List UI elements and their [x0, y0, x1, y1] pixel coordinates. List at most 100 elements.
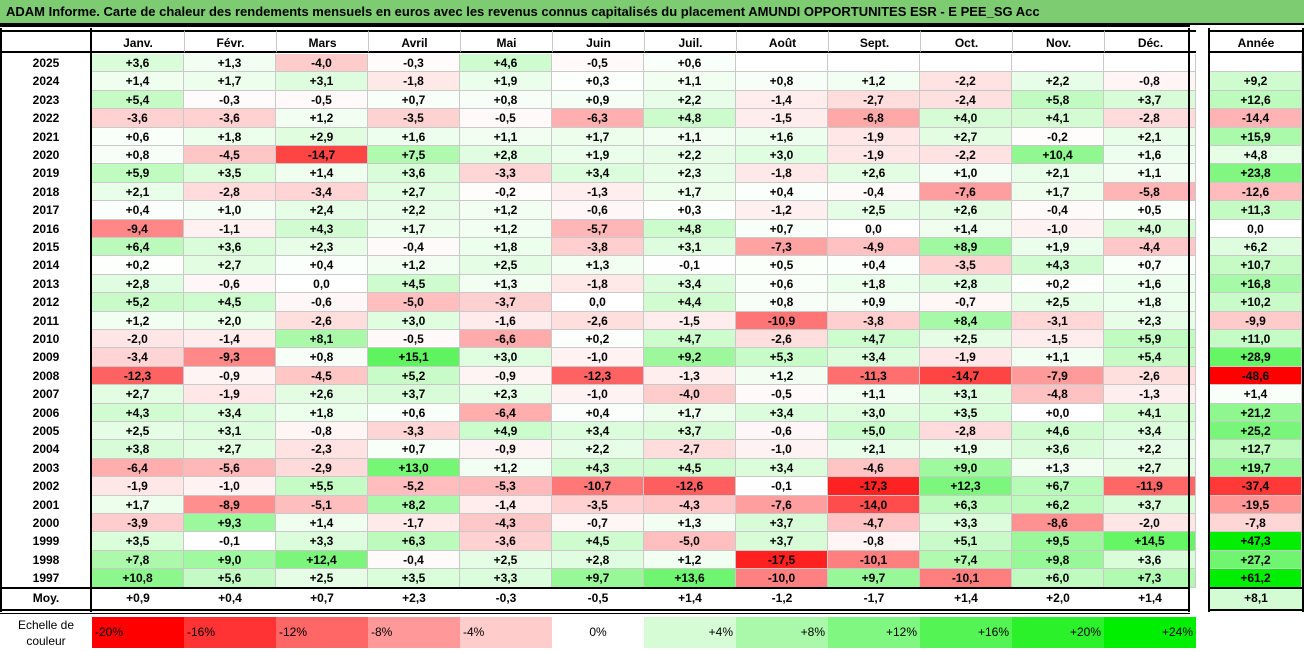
heatmap-cell: +10,8 [92, 569, 184, 588]
year-label: 2021 [32, 129, 60, 144]
color-scale-stop: +20% [1012, 617, 1104, 648]
average-cell: +0,4 [218, 591, 242, 605]
heatmap-cell: +15,1 [368, 348, 460, 367]
heatmap-cell: +4,7 [644, 330, 736, 349]
heatmap-cell: -12,6 [644, 477, 736, 496]
heatmap-cell: +0,0 [1012, 403, 1104, 422]
heatmap-cell: -17,5 [736, 550, 828, 570]
heatmap-cell: +12,4 [276, 550, 368, 570]
heatmap-cell: +3,0 [736, 146, 828, 165]
heatmap-cell: +3,1 [644, 238, 736, 257]
frame-left [0, 28, 2, 612]
heatmap-cell [1104, 54, 1196, 73]
heatmap-cell: -4,6 [828, 458, 920, 478]
heatmap-cell: -1,6 [460, 311, 552, 330]
heatmap-cell: +1,1 [1104, 164, 1196, 183]
heatmap-cell: +9,7 [828, 569, 920, 588]
year-label: 2012 [32, 295, 60, 310]
year-label: 2018 [32, 184, 60, 199]
heatmap-cell: +4,3 [1012, 256, 1104, 275]
heatmap-cell: +3,7 [1104, 495, 1196, 514]
heatmap-cell: +3,4 [184, 403, 276, 422]
heatmap-cell: +2,2 [1104, 440, 1196, 459]
heatmap-cell: -1,5 [644, 311, 736, 330]
heatmap-cell: -2,2 [920, 72, 1012, 91]
year-label: 2011 [32, 313, 60, 328]
annual-cell: +47,3 [1210, 532, 1302, 551]
color-scale-stop: +16% [920, 617, 1012, 648]
year-label: 1999 [32, 534, 60, 549]
heatmap-cell: -0,3 [368, 54, 460, 73]
column-header: Sept. [828, 30, 920, 53]
heatmap-cell: +1,2 [736, 366, 828, 386]
heatmap-cell: 0,0 [828, 219, 920, 238]
heatmap-cell: +0,8 [736, 72, 828, 91]
heatmap-cell: -5,8 [1104, 182, 1196, 202]
annual-cell: +12,7 [1210, 440, 1302, 459]
heatmap-cell: +1,2 [460, 458, 552, 478]
heatmap-cell: +2,8 [920, 274, 1012, 294]
heatmap-cell: -1,3 [1104, 385, 1196, 404]
heatmap-cell: +2,6 [828, 164, 920, 183]
heatmap-cell [736, 54, 828, 73]
heatmap-cell: -0,5 [276, 90, 368, 110]
heatmap-cell: -3,1 [1012, 311, 1104, 330]
heatmap-cell: -3,5 [552, 495, 644, 514]
heatmap-cell: +1,6 [368, 127, 460, 146]
heatmap-cell: -10,9 [736, 311, 828, 330]
average-cell: +2,0 [1046, 591, 1070, 605]
annual-cell: +27,2 [1210, 550, 1302, 570]
year-label: 2013 [32, 276, 60, 291]
year-label: 1997 [32, 571, 60, 586]
heatmap-cell: +3,6 [1012, 440, 1104, 459]
average-cell: +0,9 [126, 591, 150, 605]
average-annual-cell: +8,1 [1210, 588, 1302, 609]
heatmap-cell: +0,2 [92, 256, 184, 275]
column-header: Nov. [1012, 30, 1104, 53]
heatmap-cell: +4,5 [368, 274, 460, 294]
heatmap-cell: +3,4 [736, 458, 828, 478]
heatmap-cell: +3,4 [644, 274, 736, 294]
year-label: 2000 [32, 516, 60, 530]
column-header: Mai [460, 30, 552, 53]
heatmap-cell: -0,4 [368, 550, 460, 570]
year-label: 2016 [32, 221, 60, 236]
heatmap-cell: -4,9 [828, 238, 920, 257]
heatmap-cell: +3,1 [276, 72, 368, 91]
annual-cell: +10,7 [1210, 256, 1302, 275]
heatmap-cell: +3,3 [460, 569, 552, 588]
heatmap-cell: +5,6 [184, 569, 276, 588]
average-cell: +1,4 [954, 591, 978, 605]
heatmap-cell: -6,6 [460, 330, 552, 349]
heatmap-cell: +5,9 [1104, 330, 1196, 349]
heatmap-cell: +13,0 [368, 458, 460, 478]
heatmap-cell: -1,3 [644, 366, 736, 386]
heatmap-cell: -4,5 [184, 146, 276, 165]
heatmap-cell: -4,3 [644, 495, 736, 514]
heatmap-cell: -3,4 [276, 182, 368, 202]
color-scale-stop: +12% [828, 617, 920, 648]
heatmap-cell: -5,0 [644, 532, 736, 551]
heatmap-cell: +4,0 [1104, 219, 1196, 238]
heatmap-cell: -11,9 [1104, 477, 1196, 496]
annual-cell: +4,8 [1210, 146, 1302, 165]
heatmap-cell: +2,2 [644, 146, 736, 165]
heatmap-cell: +0,8 [92, 146, 184, 165]
heatmap-cell: -14,7 [920, 366, 1012, 386]
heatmap-cell: +6,3 [920, 495, 1012, 514]
heatmap-cell: +4,3 [552, 458, 644, 478]
heatmap-cell: -10,7 [552, 477, 644, 496]
year-label: 2005 [32, 424, 60, 438]
heatmap-cell: +1,1 [644, 72, 736, 91]
heatmap-cell: +14,5 [1104, 532, 1196, 551]
heatmap-cell: +6,2 [1012, 495, 1104, 514]
heatmap-cell: +3,6 [1104, 550, 1196, 570]
heatmap-cell: +0,5 [1104, 201, 1196, 220]
heatmap-cell: +6,7 [1012, 477, 1104, 496]
heatmap-cell: +0,5 [736, 256, 828, 275]
annual-cell: +9,2 [1210, 72, 1302, 91]
heatmap-cell: -1,5 [736, 109, 828, 128]
heatmap-cell: +8,4 [920, 311, 1012, 330]
average-cell: +1,4 [678, 591, 702, 605]
heatmap-cell: +4,0 [920, 109, 1012, 128]
